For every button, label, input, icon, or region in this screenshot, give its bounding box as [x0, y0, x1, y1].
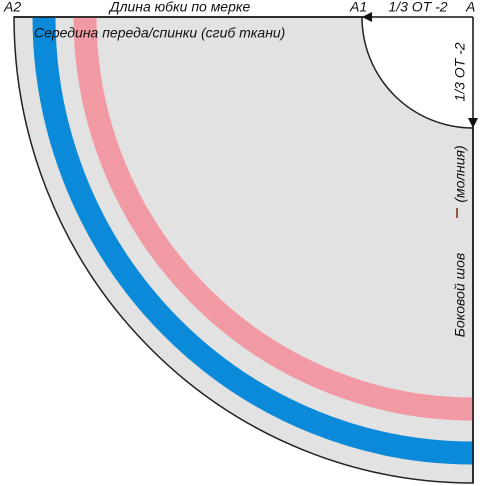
zipper-label: (молния) — [452, 145, 468, 202]
pattern-piece — [13, 16, 474, 484]
point-a: A — [465, 0, 475, 15]
fold-label: Середина переда/спинки (сгиб ткани) — [34, 25, 285, 41]
top-length-label: Длина юбки по мерке — [108, 0, 251, 15]
arrow-side — [468, 118, 478, 128]
blue-band — [32, 16, 474, 465]
point-a1: A1 — [349, 0, 367, 15]
top-third-label: 1/3 ОТ -2 — [388, 0, 447, 15]
arrow-a1 — [362, 12, 372, 22]
point-a2: A2 — [3, 0, 21, 15]
pink-band — [73, 16, 474, 421]
side-seam-label: Боковой шов — [452, 253, 468, 337]
side-third-label: 1/3 ОТ -2 — [452, 42, 468, 101]
